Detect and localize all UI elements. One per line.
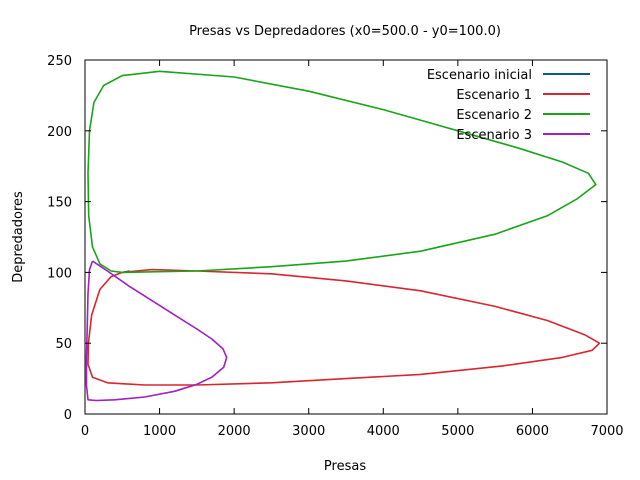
axes: 0 1000 2000 3000 4000 5000 6000 7000 0 50 100 150 20… (47, 54, 623, 439)
x-tick-label: 2000 (218, 424, 251, 439)
chart-title: Presas vs Depredadores (x0=500.0 - y0=10… (189, 24, 501, 39)
y-axis-label: Depredadores (11, 191, 26, 283)
x-tick-label: 5000 (441, 424, 474, 439)
y-tick-label: 0 (64, 408, 72, 423)
y-tick-label: 50 (55, 337, 72, 352)
legend-label-1: Escenario 1 (456, 88, 532, 103)
series-line-1 (87, 268, 601, 386)
y-tick-label: 200 (47, 125, 72, 140)
y-tick-label: 250 (47, 54, 72, 69)
x-tick-label: 0 (81, 424, 89, 439)
x-axis-label: Presas (324, 459, 366, 474)
legend-label-2: Escenario 2 (456, 108, 532, 123)
series-line-3 (85, 260, 228, 402)
legend: Escenario inicial Escenario 1 Escenario 2 E… (427, 68, 590, 143)
y-tick-label: 150 (47, 196, 72, 211)
y-tick-label: 100 (47, 266, 72, 281)
x-tick-label: 1000 (143, 424, 176, 439)
x-tick-label: 4000 (367, 424, 400, 439)
x-tick-label: 6000 (516, 424, 549, 439)
legend-label-3: Escenario 3 (456, 128, 532, 143)
x-tick-label: 3000 (292, 424, 325, 439)
plot-frame (84, 59, 608, 415)
legend-label-0: Escenario inicial (427, 68, 532, 83)
x-tick-label: 7000 (590, 424, 623, 439)
